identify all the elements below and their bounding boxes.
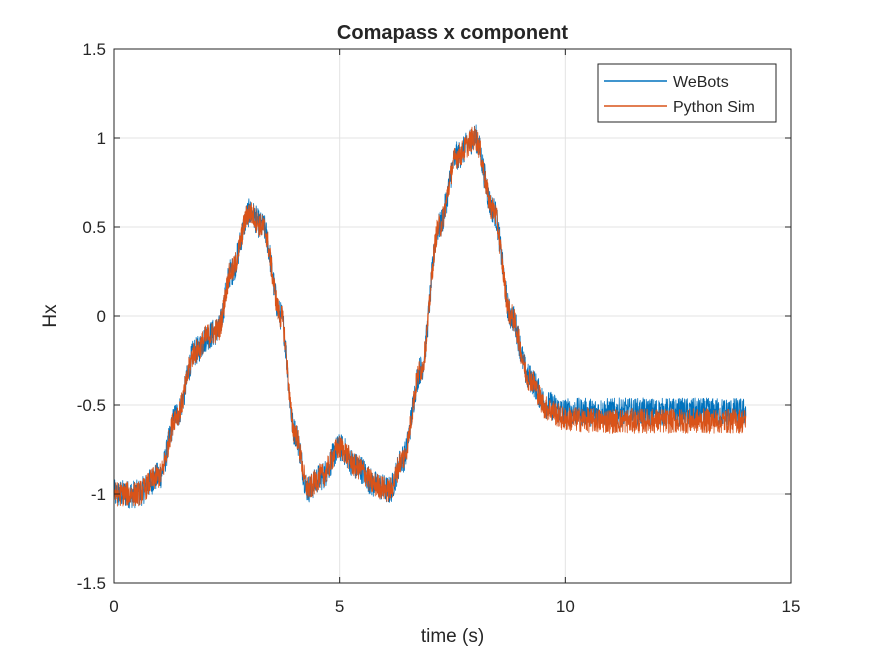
y-tick-label: 0 [97, 307, 106, 326]
y-tick-label: -0.5 [77, 396, 106, 415]
x-tick-label: 15 [782, 597, 801, 616]
series-line-python-sim [113, 126, 747, 507]
y-tick-label: 0.5 [82, 218, 106, 237]
y-tick-label: 1.5 [82, 40, 106, 59]
x-tick-label: 5 [335, 597, 344, 616]
y-tick-label: -1.5 [77, 574, 106, 593]
x-tick-label: 0 [109, 597, 118, 616]
legend-box [597, 63, 777, 123]
series-lines [113, 124, 747, 509]
x-axis-label: time (s) [421, 626, 484, 647]
y-axis-label: Hx [40, 304, 61, 328]
axis-ticks: 0 5 10 15 -1.5 -1 -0.5 0 0.5 1 1.5 [77, 40, 801, 616]
y-tick-label: 1 [97, 129, 106, 148]
chart-title: Comapass x component [337, 22, 569, 44]
y-tick-label: -1 [91, 485, 106, 504]
legend: WeBots Python Sim [597, 63, 777, 123]
x-tick-label: 10 [556, 597, 575, 616]
legend-label-webots: WeBots [673, 74, 729, 91]
legend-label-python-sim: Python Sim [673, 99, 755, 116]
